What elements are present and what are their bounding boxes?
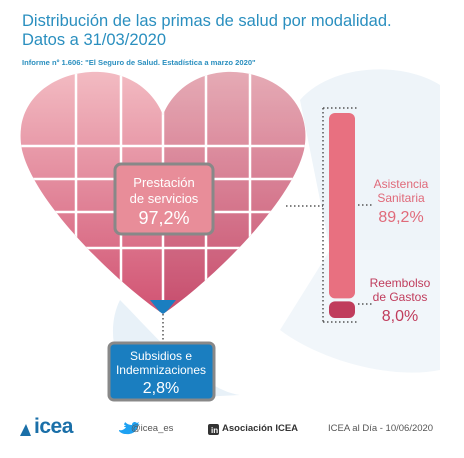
chart-subtitle: Informe nº 1.606: "El Seguro de Salud. E… bbox=[22, 58, 256, 67]
reembolso-label-line1: Reembolso bbox=[370, 276, 431, 290]
icea-logo-icon bbox=[20, 424, 31, 436]
twitter-handle[interactable]: @icea_es bbox=[131, 423, 174, 434]
twitter-bird-icon bbox=[119, 421, 140, 435]
subsidios-label-line1: Subsidios e bbox=[130, 349, 192, 363]
reembolso-label-line2: de Gastos bbox=[373, 290, 428, 304]
chart-title: Distribución de las primas de salud por … bbox=[22, 12, 392, 50]
bar-asistencia bbox=[329, 113, 355, 299]
chart-title-line2: Datos a 31/03/2020 bbox=[22, 31, 167, 49]
chart-title-line1: Distribución de las primas de salud por … bbox=[22, 12, 392, 30]
reembolso-value: 8,0% bbox=[382, 308, 418, 325]
subsidios-box: Subsidios e Indemnizaciones 2,8% bbox=[107, 341, 216, 402]
asistencia-label-line1: Asistencia bbox=[374, 177, 429, 191]
subsidios-value: 2,8% bbox=[143, 380, 179, 397]
prestacion-label-line1: Prestación bbox=[133, 175, 194, 190]
footer-icons: in bbox=[20, 421, 219, 436]
prestacion-label-line2: de servicios bbox=[130, 191, 199, 206]
icea-logo-text: icea bbox=[34, 415, 73, 438]
heart-tip-subsidios bbox=[150, 300, 176, 314]
source-date: ICEA al Día - 10/06/2020 bbox=[328, 423, 434, 434]
prestacion-box: Prestación de servicios 97,2% bbox=[113, 162, 215, 236]
reembolso-label: Reembolso de Gastos 8,0% bbox=[370, 276, 431, 325]
svg-text:in: in bbox=[211, 426, 218, 435]
asistencia-label-line2: Sanitaria bbox=[377, 191, 425, 205]
asistencia-label: Asistencia Sanitaria 89,2% bbox=[374, 177, 429, 226]
connector-lines bbox=[162, 107, 372, 345]
subsidios-label-line2: Indemnizaciones bbox=[116, 363, 206, 377]
icea-logo[interactable]: icea bbox=[20, 415, 73, 439]
asistencia-value: 89,2% bbox=[378, 209, 423, 226]
breakdown-bar bbox=[329, 113, 355, 318]
linkedin-icon bbox=[208, 424, 219, 435]
bar-reembolso bbox=[329, 301, 355, 318]
linkedin-link[interactable]: Asociación ICEA bbox=[222, 423, 299, 434]
prestacion-value: 97,2% bbox=[138, 208, 189, 228]
